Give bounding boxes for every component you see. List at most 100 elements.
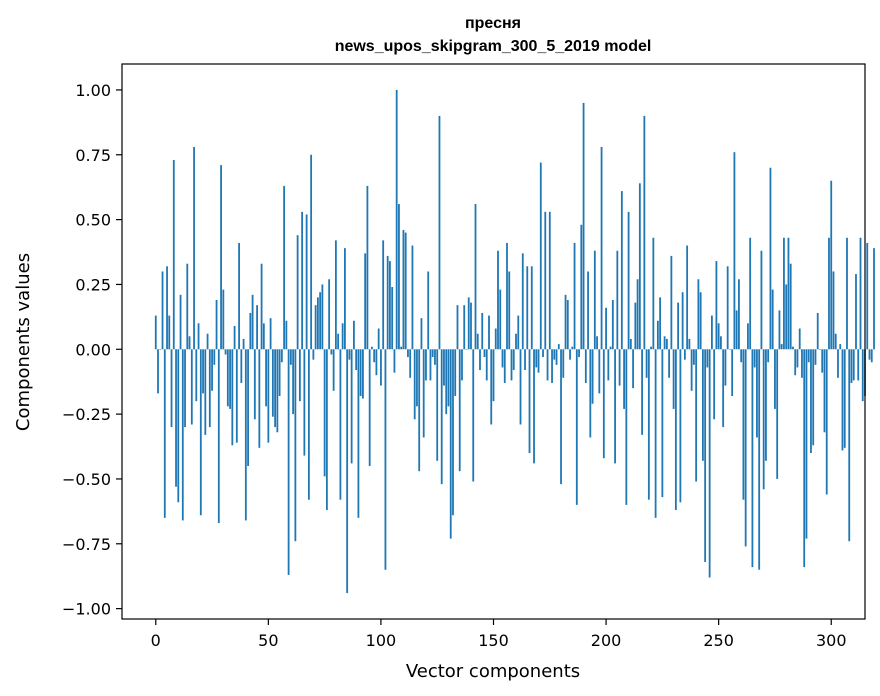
bar: [177, 349, 180, 503]
bar: [323, 349, 326, 477]
bar: [789, 263, 792, 350]
bar: [265, 349, 267, 407]
bar: [533, 349, 535, 464]
bar: [449, 349, 452, 539]
bar: [656, 320, 659, 350]
bar: [510, 349, 513, 381]
bar: [548, 211, 551, 350]
bar: [247, 349, 249, 466]
bar: [492, 349, 495, 402]
bar: [474, 204, 477, 350]
bar: [458, 349, 461, 472]
bar: [211, 349, 213, 391]
bar: [233, 325, 236, 350]
bar: [537, 349, 540, 373]
bar: [717, 323, 720, 350]
bar: [501, 349, 504, 368]
bar: [262, 323, 265, 350]
bar: [753, 349, 756, 368]
bar: [614, 349, 616, 464]
bar: [821, 349, 824, 373]
bar: [602, 349, 605, 459]
bar: [580, 224, 583, 350]
bar: [161, 271, 164, 350]
bar: [285, 320, 288, 350]
bar: [659, 297, 662, 350]
bar: [677, 302, 680, 350]
bar: [783, 237, 785, 350]
bar: [542, 349, 544, 358]
bar: [159, 349, 162, 350]
bar: [855, 274, 857, 350]
bar: [607, 349, 610, 381]
bar: [220, 165, 222, 350]
bar: [278, 349, 281, 396]
bar: [751, 349, 754, 568]
bar: [774, 349, 776, 409]
bar: [638, 183, 641, 350]
bar: [436, 349, 439, 461]
bar: [803, 349, 806, 568]
bar: [316, 297, 319, 350]
bar: [499, 289, 502, 350]
bar: [668, 349, 671, 378]
x-tick-label: 150: [478, 631, 509, 650]
bar: [508, 271, 511, 350]
bar: [298, 349, 301, 402]
bar: [825, 349, 828, 495]
bar: [566, 300, 569, 350]
bar: [503, 349, 506, 383]
bar: [242, 338, 245, 350]
bar: [429, 349, 432, 381]
bar: [289, 349, 292, 365]
bar: [402, 229, 405, 350]
bar: [521, 253, 524, 350]
bar: [575, 349, 578, 505]
bar: [420, 318, 423, 350]
bar: [620, 191, 623, 350]
bar: [195, 349, 198, 402]
bar: [303, 349, 306, 456]
bar: [240, 349, 243, 383]
bar: [350, 349, 353, 464]
bar: [670, 255, 673, 350]
bar: [526, 266, 529, 350]
bar: [204, 349, 207, 435]
bar: [485, 349, 488, 381]
bar: [733, 152, 736, 350]
bar: [582, 102, 585, 350]
bar: [742, 349, 745, 500]
bar: [368, 349, 371, 466]
bar: [206, 333, 209, 350]
bar: [843, 349, 846, 448]
bar: [765, 349, 767, 461]
bar: [488, 315, 490, 350]
bar: [873, 248, 875, 350]
bar: [776, 349, 779, 479]
bars-group: [154, 89, 875, 594]
bar: [672, 349, 675, 409]
bar: [785, 284, 788, 350]
y-tick-label: −0.50: [62, 470, 111, 489]
x-tick-label: 200: [591, 631, 622, 650]
bar: [476, 333, 479, 350]
bar: [163, 349, 166, 518]
bar: [238, 242, 240, 350]
bar: [767, 349, 770, 363]
bar: [393, 349, 396, 373]
bar: [555, 349, 558, 365]
bar: [562, 349, 565, 378]
bar: [706, 349, 709, 368]
bar: [229, 349, 231, 409]
y-tick-label: −0.75: [62, 535, 111, 554]
bar: [267, 349, 270, 443]
bar: [188, 336, 191, 350]
bar: [199, 349, 202, 516]
bar: [341, 323, 344, 350]
bar: [226, 349, 229, 407]
bar: [834, 333, 837, 350]
bar: [701, 349, 704, 461]
bar: [850, 349, 853, 383]
bar: [330, 349, 333, 355]
bar: [557, 344, 560, 350]
